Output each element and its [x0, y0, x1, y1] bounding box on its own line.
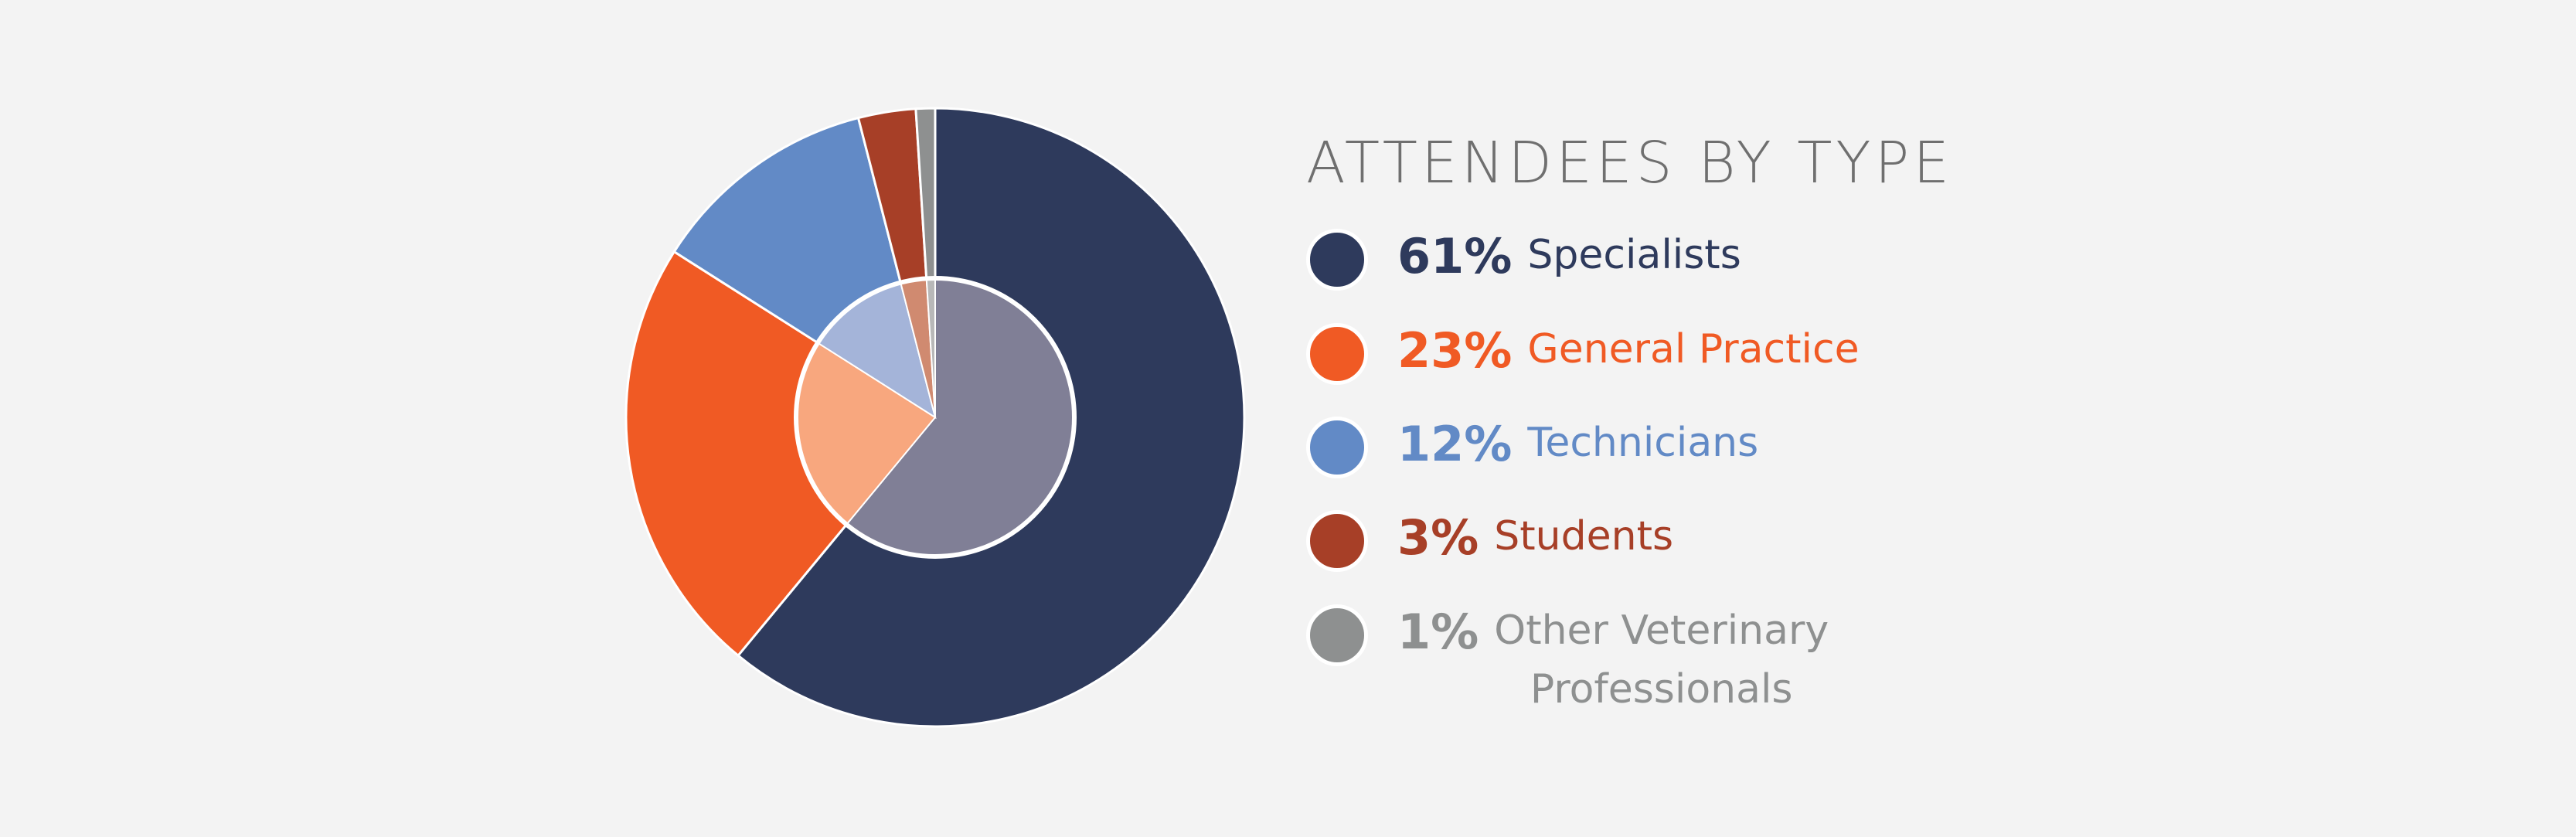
legend-swatch: [1306, 229, 1368, 291]
legend-entry: 23% General Practice: [1397, 320, 1860, 385]
legend-percent: 61%: [1397, 228, 1513, 284]
legend-swatch: [1306, 510, 1368, 572]
legend-label: Other Veterinary Professionals: [1494, 607, 1829, 713]
legend-swatch: [1306, 323, 1368, 385]
legend-entry: 1% Other Veterinary Professionals: [1397, 601, 1829, 719]
chart-title: ATTENDEES BY TYPE: [1306, 130, 1953, 196]
legend-percent: 23%: [1397, 322, 1513, 379]
legend-swatch: [1306, 417, 1368, 478]
pie-chart: [624, 107, 1246, 728]
inner-ring-border: [794, 276, 1077, 559]
pie-slice-general-practice: [624, 250, 938, 658]
legend-label: Students: [1494, 513, 1674, 560]
legend-item-students: 3% Students: [1306, 507, 2002, 584]
legend-label: General Practice: [1527, 326, 1860, 373]
legend-item-technicians: 12% Technicians: [1306, 413, 2002, 491]
legend-item-other: 1% Other Veterinary Professionals: [1306, 601, 2002, 733]
legend-swatch: [1306, 604, 1368, 666]
legend-item-specialists: 61% Specialists: [1306, 226, 2002, 303]
legend-percent: 12%: [1397, 416, 1513, 472]
legend-percent: 1%: [1397, 604, 1479, 660]
inner-ring: [794, 276, 1077, 559]
legend-label: Specialists: [1527, 232, 1741, 278]
legend-entry: 61% Specialists: [1397, 226, 1741, 291]
legend-entry: 3% Students: [1397, 507, 1673, 572]
legend-label: Technicians: [1527, 420, 1759, 466]
legend-entry: 12% Technicians: [1397, 413, 1758, 478]
legend-item-general-practice: 23% General Practice: [1306, 320, 2002, 397]
legend-percent: 3%: [1397, 509, 1479, 566]
